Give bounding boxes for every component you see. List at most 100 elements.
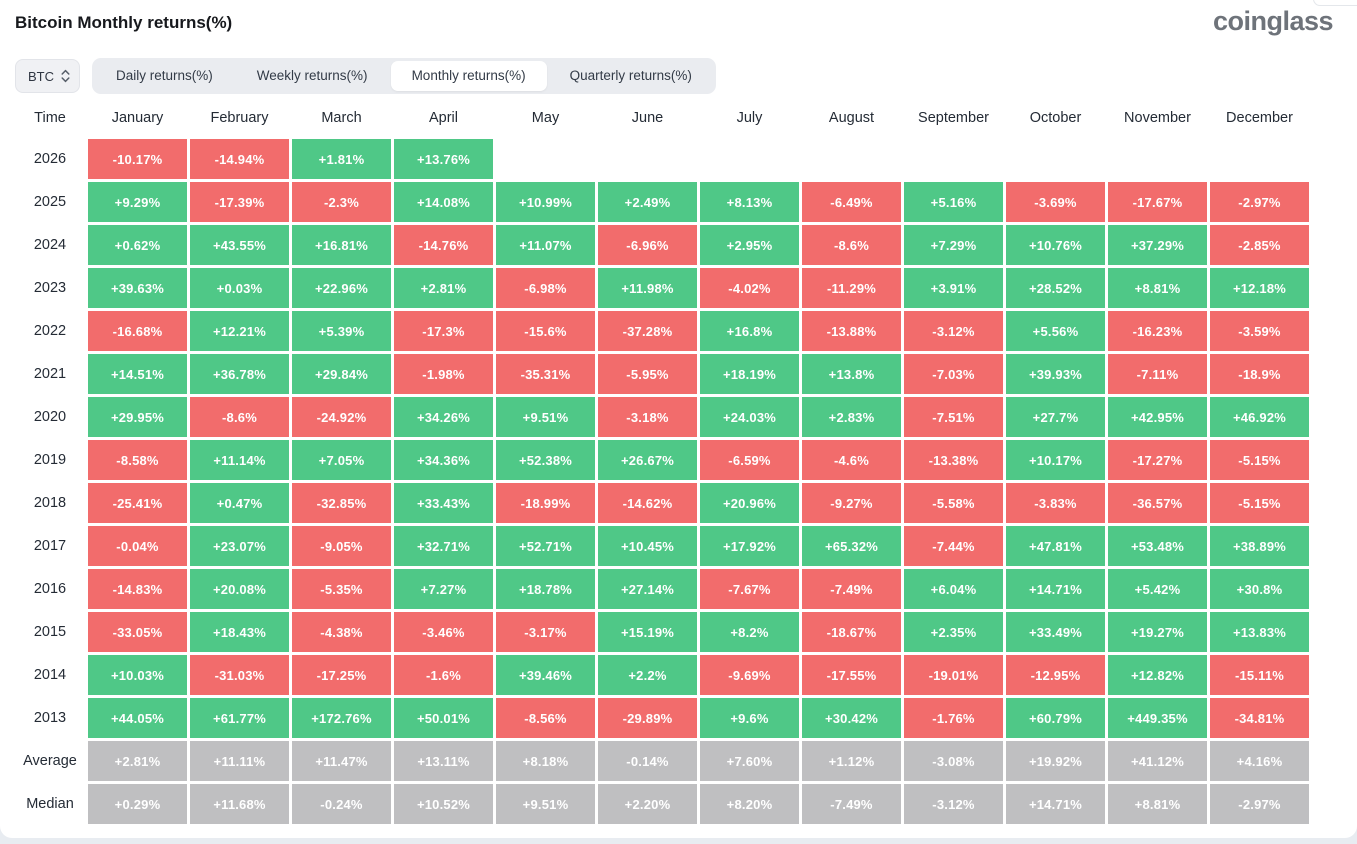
return-cell: +10.17% [1006, 440, 1105, 480]
return-cell: +13.11% [394, 741, 493, 781]
return-cell: +11.47% [292, 741, 391, 781]
return-cell: +11.11% [190, 741, 289, 781]
return-cell: +10.52% [394, 784, 493, 824]
row-label: Median [26, 796, 74, 812]
return-cell: -5.58% [904, 483, 1003, 523]
return-cell: +2.2% [598, 655, 697, 695]
return-cell: -3.69% [1006, 182, 1105, 222]
tab-daily-returns[interactable]: Daily returns(%) [116, 68, 213, 83]
return-cell: -4.38% [292, 612, 391, 652]
return-cell: +53.48% [1108, 526, 1207, 566]
column-header: March [321, 110, 362, 126]
return-cell: +18.78% [496, 569, 595, 609]
return-cell: +6.04% [904, 569, 1003, 609]
return-cell: +23.07% [190, 526, 289, 566]
return-cell: +8.81% [1108, 268, 1207, 308]
column-header: February [210, 110, 269, 126]
return-cell: -8.6% [190, 397, 289, 437]
return-cell: -1.76% [904, 698, 1003, 738]
return-cell: +2.49% [598, 182, 697, 222]
tab-weekly-returns[interactable]: Weekly returns(%) [256, 68, 368, 83]
return-cell: +33.49% [1006, 612, 1105, 652]
return-cell: -18.9% [1210, 354, 1309, 394]
return-cell: -25.41% [88, 483, 187, 523]
return-cell: +2.35% [904, 612, 1003, 652]
return-cell: +30.42% [802, 698, 901, 738]
empty-cell [904, 139, 1003, 179]
return-cell: -29.89% [598, 698, 697, 738]
return-cell: +14.71% [1006, 569, 1105, 609]
return-cell: +7.05% [292, 440, 391, 480]
return-cell: -8.6% [802, 225, 901, 265]
return-cell: -0.04% [88, 526, 187, 566]
empty-cell [496, 139, 595, 179]
return-cell: +2.83% [802, 397, 901, 437]
return-cell: -6.98% [496, 268, 595, 308]
return-cell: +26.67% [598, 440, 697, 480]
return-cell: -5.15% [1210, 483, 1309, 523]
return-cell: +9.6% [700, 698, 799, 738]
column-header: April [428, 110, 458, 126]
row-label: 2023 [33, 280, 67, 296]
return-cell: +20.08% [190, 569, 289, 609]
tab-quarterly-returns[interactable]: Quarterly returns(%) [569, 68, 692, 83]
return-cell: -8.58% [88, 440, 187, 480]
return-cell: +27.14% [598, 569, 697, 609]
return-cell: -34.81% [1210, 698, 1309, 738]
return-cell: -17.39% [190, 182, 289, 222]
return-cell: -7.44% [904, 526, 1003, 566]
return-cell: -17.27% [1108, 440, 1207, 480]
return-cell: +39.93% [1006, 354, 1105, 394]
return-cell: +9.51% [496, 784, 595, 824]
row-label: 2020 [33, 409, 67, 425]
return-cell: +52.71% [496, 526, 595, 566]
return-cell: +18.19% [700, 354, 799, 394]
return-cell: +19.92% [1006, 741, 1105, 781]
return-cell: +10.45% [598, 526, 697, 566]
return-cell: +38.89% [1210, 526, 1309, 566]
return-cell: -9.27% [802, 483, 901, 523]
clipped-corner-element [1313, 0, 1357, 6]
column-header: January [111, 110, 164, 126]
empty-cell [1210, 139, 1309, 179]
return-cell: +8.13% [700, 182, 799, 222]
empty-cell [1006, 139, 1105, 179]
return-cell: -19.01% [904, 655, 1003, 695]
return-cell: +11.68% [190, 784, 289, 824]
return-cell: +46.92% [1210, 397, 1309, 437]
return-cell: -11.29% [802, 268, 901, 308]
return-cell: -15.6% [496, 311, 595, 351]
return-cell: +8.2% [700, 612, 799, 652]
return-cell: +7.60% [700, 741, 799, 781]
return-cell: -14.94% [190, 139, 289, 179]
return-cell: +27.7% [1006, 397, 1105, 437]
return-cell: +10.76% [1006, 225, 1105, 265]
return-cell: +41.12% [1108, 741, 1207, 781]
return-cell: +34.36% [394, 440, 493, 480]
return-cell: -4.02% [700, 268, 799, 308]
return-cell: +1.81% [292, 139, 391, 179]
return-cell: +39.46% [496, 655, 595, 695]
period-tabs: Daily returns(%) Weekly returns(%) Monthly… [92, 58, 716, 94]
symbol-select[interactable]: BTC [15, 59, 80, 93]
tab-monthly-returns[interactable]: Monthly returns(%) [390, 61, 547, 91]
return-cell: -7.03% [904, 354, 1003, 394]
row-label: 2018 [33, 495, 67, 511]
return-cell: +11.14% [190, 440, 289, 480]
return-cell: +65.32% [802, 526, 901, 566]
return-cell: +12.21% [190, 311, 289, 351]
return-cell: +12.82% [1108, 655, 1207, 695]
return-cell: -36.57% [1108, 483, 1207, 523]
return-cell: -13.38% [904, 440, 1003, 480]
return-cell: -0.24% [292, 784, 391, 824]
page-title: Bitcoin Monthly returns(%) [15, 13, 233, 32]
row-label: Average [23, 753, 77, 769]
return-cell: +39.63% [88, 268, 187, 308]
return-cell: -35.31% [496, 354, 595, 394]
return-cell: -8.56% [496, 698, 595, 738]
return-cell: +9.51% [496, 397, 595, 437]
return-cell: -10.17% [88, 139, 187, 179]
column-header: Time [34, 110, 66, 126]
return-cell: -7.51% [904, 397, 1003, 437]
